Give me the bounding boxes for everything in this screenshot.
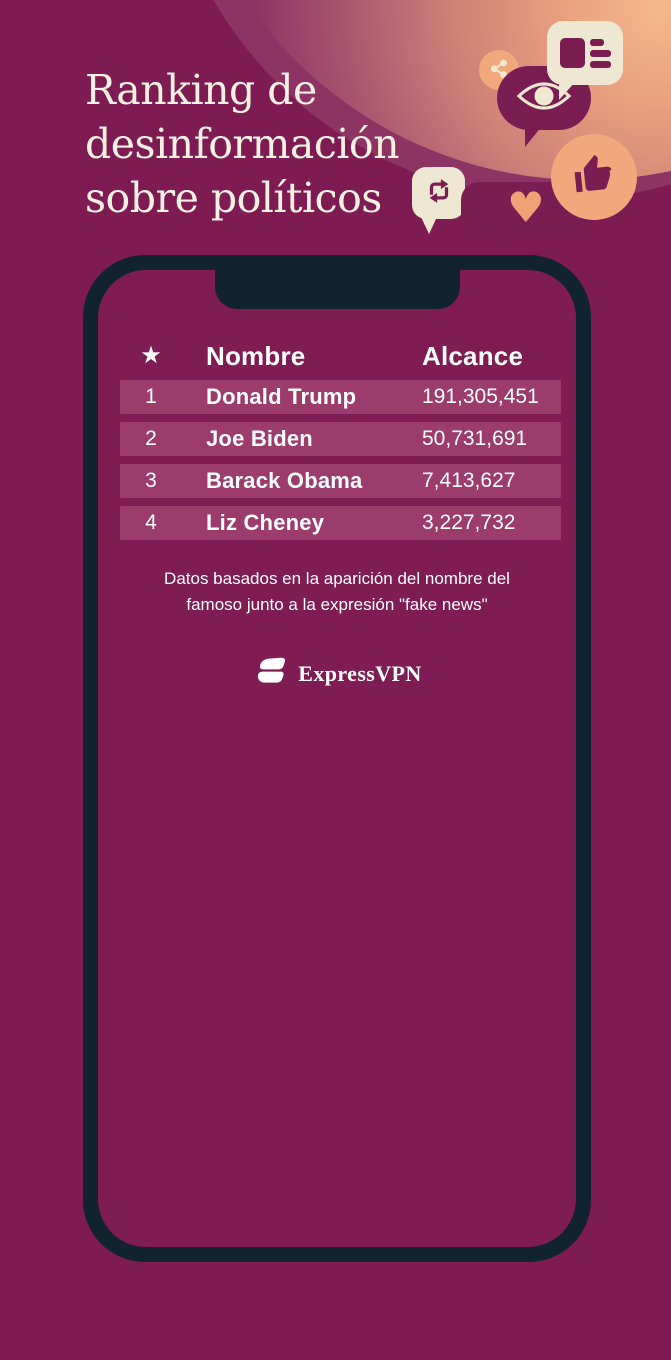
reach-value: 191,305,451	[422, 385, 539, 408]
like-circle	[551, 134, 637, 220]
rank-value: 1	[145, 385, 157, 408]
rank-value: 2	[145, 427, 157, 450]
politician-name: Joe Biden	[206, 426, 313, 451]
politician-name: Donald Trump	[206, 384, 357, 409]
eye-bubble	[497, 66, 591, 147]
ranking-table: ★ Nombre Alcance 1 Donald Trump 191,305,…	[120, 340, 561, 540]
rank-column-star-icon: ★	[140, 342, 162, 369]
brand-lockup: ExpressVPN	[98, 654, 576, 693]
news-message-icon	[559, 38, 585, 68]
rank-value: 4	[145, 511, 157, 534]
table-row: 4 Liz Cheney 3,227,732	[120, 506, 561, 540]
phone-screen: ★ Nombre Alcance 1 Donald Trump 191,305,…	[98, 270, 576, 1247]
name-column-header: Nombre	[206, 340, 306, 371]
politician-name: Liz Cheney	[206, 510, 325, 535]
news-bubble	[547, 21, 623, 100]
reach-value: 7,413,627	[422, 469, 516, 492]
phone-notch	[215, 270, 460, 309]
data-source-note: Datos basados en la aparición del nombre…	[164, 569, 510, 614]
table-row: 1 Donald Trump 191,305,451	[120, 380, 561, 414]
table-row: 2 Joe Biden 50,731,691	[120, 422, 561, 456]
rank-value: 3	[145, 469, 157, 492]
reach-column-header: Alcance	[422, 340, 524, 371]
share-icon	[489, 58, 509, 83]
heart-icon: ♥	[507, 183, 545, 232]
table-header-row: ★ Nombre Alcance	[120, 340, 561, 372]
reach-value: 50,731,691	[422, 427, 528, 450]
table-row: 3 Barack Obama 7,413,627	[120, 464, 561, 498]
expressvpn-logo-icon	[252, 654, 288, 693]
thumbs-up-icon	[568, 149, 619, 205]
page-title: Ranking de desinformación sobre político…	[85, 66, 400, 223]
news-text-lines-icon	[589, 38, 611, 68]
repeat-icon	[424, 176, 454, 211]
reach-value: 3,227,732	[422, 511, 516, 534]
phone-mockup: ★ Nombre Alcance 1 Donald Trump 191,305,…	[83, 255, 591, 1262]
expressvpn-wordmark: ExpressVPN	[298, 660, 422, 686]
politician-name: Barack Obama	[206, 468, 363, 493]
repeat-bubble	[412, 167, 465, 234]
